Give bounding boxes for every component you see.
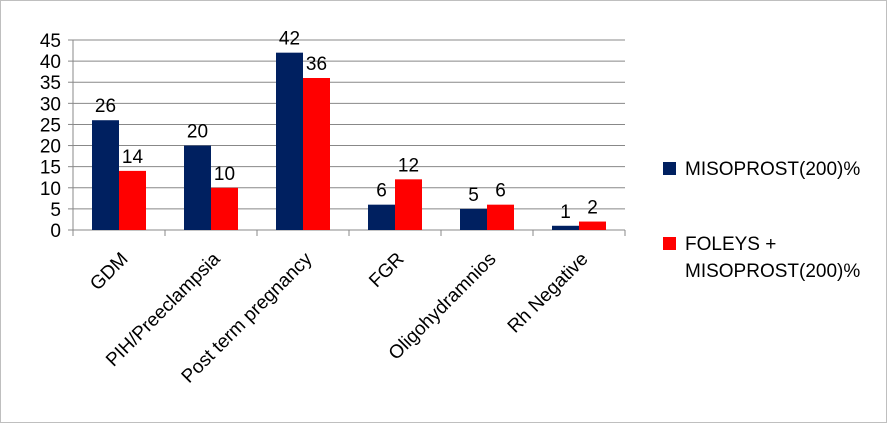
y-tick-label: 25 [40, 115, 61, 136]
y-tick-label: 30 [40, 94, 61, 115]
bar-foleys-misoprost [487, 205, 514, 230]
y-tick-label: 15 [40, 158, 61, 179]
data-label: 6 [376, 181, 387, 202]
bar-misoprost [460, 209, 487, 230]
data-label: 14 [122, 147, 144, 168]
y-tick-label: 35 [40, 73, 61, 94]
data-label: 20 [187, 122, 208, 143]
y-tick-label: 10 [40, 179, 61, 200]
y-tick-label: 20 [40, 137, 61, 158]
legend-swatch-misoprost [663, 162, 676, 175]
bar-misoprost [276, 53, 303, 230]
data-label: 6 [495, 181, 506, 202]
data-label: 26 [95, 96, 116, 117]
x-category-label: GDM [86, 249, 132, 295]
y-tick-label: 45 [40, 31, 61, 52]
y-tick-label: 5 [50, 200, 61, 221]
legend-swatch-foleys-misoprost [663, 237, 676, 250]
bar-misoprost [552, 226, 579, 230]
legend-label: MISOPROST(200)% [685, 261, 860, 282]
data-label: 36 [306, 54, 327, 75]
bar-foleys-misoprost [579, 222, 606, 230]
data-label: 42 [279, 29, 300, 50]
data-label: 10 [214, 164, 235, 185]
bar-foleys-misoprost [211, 188, 238, 230]
bar-misoprost [368, 205, 395, 230]
bar-foleys-misoprost [119, 171, 146, 230]
legend-label: MISOPROST(200)% [685, 159, 860, 180]
y-tick-label: 40 [40, 52, 61, 73]
data-label: 2 [587, 198, 598, 219]
bar-foleys-misoprost [395, 179, 422, 230]
legend-label: FOLEYS + [685, 234, 776, 255]
data-label: 1 [560, 202, 571, 223]
bar-foleys-misoprost [303, 78, 330, 230]
bar-misoprost [92, 120, 119, 230]
x-category-label: Rh Negative [504, 249, 593, 338]
x-category-label: FGR [365, 249, 408, 292]
data-label: 5 [468, 185, 479, 206]
bar-misoprost [184, 146, 211, 230]
data-label: 12 [398, 155, 419, 176]
y-tick-label: 0 [50, 221, 61, 242]
